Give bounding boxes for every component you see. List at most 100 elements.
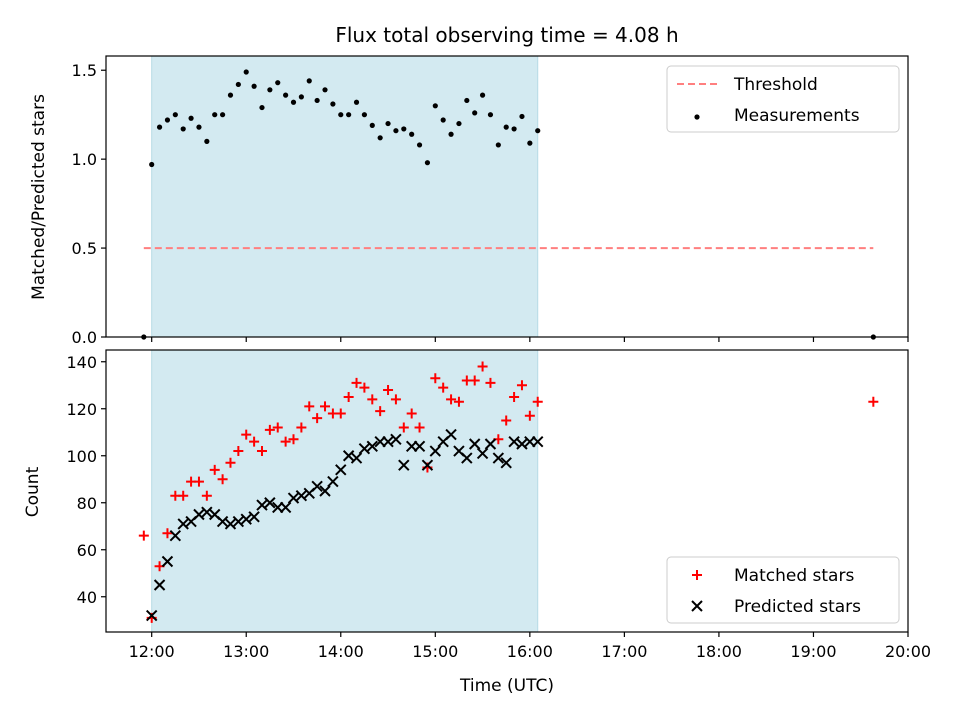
measurements-point [188,115,194,121]
x-tick-label: 20:00 [885,642,931,661]
observing-window-shade [151,55,539,338]
predicted-stars-point [240,513,252,525]
measurements-point [472,110,478,116]
measurements-point [519,113,525,120]
predicted-stars-point [532,435,544,448]
measurements-point [369,122,375,128]
matched-stars-point [241,429,252,440]
matched-stars-point [438,382,449,393]
predicted-stars-point [461,452,473,464]
measurements-point [424,160,431,166]
predicted-stars-point [232,515,245,528]
matched-stars-point [304,401,315,412]
predicted-stars-point [390,433,402,446]
matched-stars-point [414,422,425,433]
measurements-point [416,142,423,148]
predicted-stars-point [201,506,213,518]
matched-stars-point [446,394,457,405]
predicted-stars-point [335,464,347,476]
matched-stars-point [201,490,212,501]
matched-stars-point [288,434,299,445]
predicted-stars-point [327,475,339,488]
predicted-stars-point [342,450,355,462]
matched-stars-point [272,422,283,433]
matched-stars-point [162,528,173,539]
predicted-stars-point [279,501,292,514]
measurements-point [243,69,249,75]
predicted-stars-point [476,447,489,460]
matched-stars-point [264,424,275,435]
matched-stars-point [351,377,362,388]
matched-stars-point [233,446,244,457]
predicted-stars-point [287,492,300,504]
y-tick-label: 60 [77,541,97,560]
measurements-point [298,94,304,100]
predicted-stars-point [295,489,308,502]
measurements-point [227,92,234,98]
predicted-stars-point [224,518,237,530]
predicted-stars-point [193,508,205,521]
matched-stars-point [469,375,480,386]
measurements-point [503,124,509,130]
x-tick-label: 15:00 [412,642,458,661]
measurements-point [353,99,360,105]
measurements-point [330,101,336,107]
measurements-point [479,92,486,98]
y-tick-label: 80 [77,494,97,513]
predicted-stars-point [429,445,442,457]
matched-stars-point [209,464,220,475]
measurements-point [290,99,297,105]
y-tick-label: 0.0 [72,328,97,347]
matched-stars-point [249,436,260,447]
matched-stars-point [138,530,149,541]
matched-stars-point [868,396,879,407]
matched-stars-point [406,408,417,419]
measurements-point [235,81,241,88]
predicted-stars-point [169,529,182,542]
x-tick-label: 12:00 [129,642,175,661]
y-tick-label: 1.5 [72,61,97,80]
x-tick-label: 18:00 [696,642,742,661]
plot-frame [105,349,909,633]
matched-stars-point [193,476,204,487]
legend-label: Measurements [734,106,860,126]
predicted-stars-point [350,452,363,464]
predicted-stars-point [445,428,457,441]
predicted-stars-point [264,497,276,509]
y-tick-label: 40 [77,588,97,607]
measurements-point [385,120,391,127]
legend-dot-swatch [694,114,700,120]
matched-stars-point [343,392,354,402]
matched-stars-point [398,422,409,433]
matched-stars-point [256,446,267,457]
x-tick-label: 13:00 [223,642,269,661]
measurements-point [283,92,289,98]
y-tick-label: 140 [66,353,97,372]
matched-stars-point [532,396,543,407]
measurements-point [267,87,273,93]
y-tick-label: 0.5 [72,239,97,258]
legend: Threshold Measurements [666,65,900,133]
measurements-point [149,161,155,168]
matched-stars-point [312,413,323,424]
matched-stars-point [477,361,488,372]
matched-stars-point [320,401,331,412]
measurements-point [156,124,163,130]
measurements-point [456,120,462,127]
matched-stars-point [383,384,394,395]
measurements-point [448,131,454,137]
predicted-stars-point [319,485,331,497]
measurements-point [338,112,344,118]
legend: Matched stars Predicted stars [666,556,900,624]
measurements-point [511,126,517,132]
matched-stars-point [280,436,291,447]
matched-stars-point [516,380,527,391]
measurements-point [535,128,541,134]
predicted-stars-point [248,511,260,523]
predicted-stars-point [366,440,378,453]
legend-label: Predicted stars [734,597,861,617]
predicted-stars-point [153,579,166,591]
bottom-y-axis-label: Count [23,466,43,517]
legend-label: Matched stars [734,566,854,586]
